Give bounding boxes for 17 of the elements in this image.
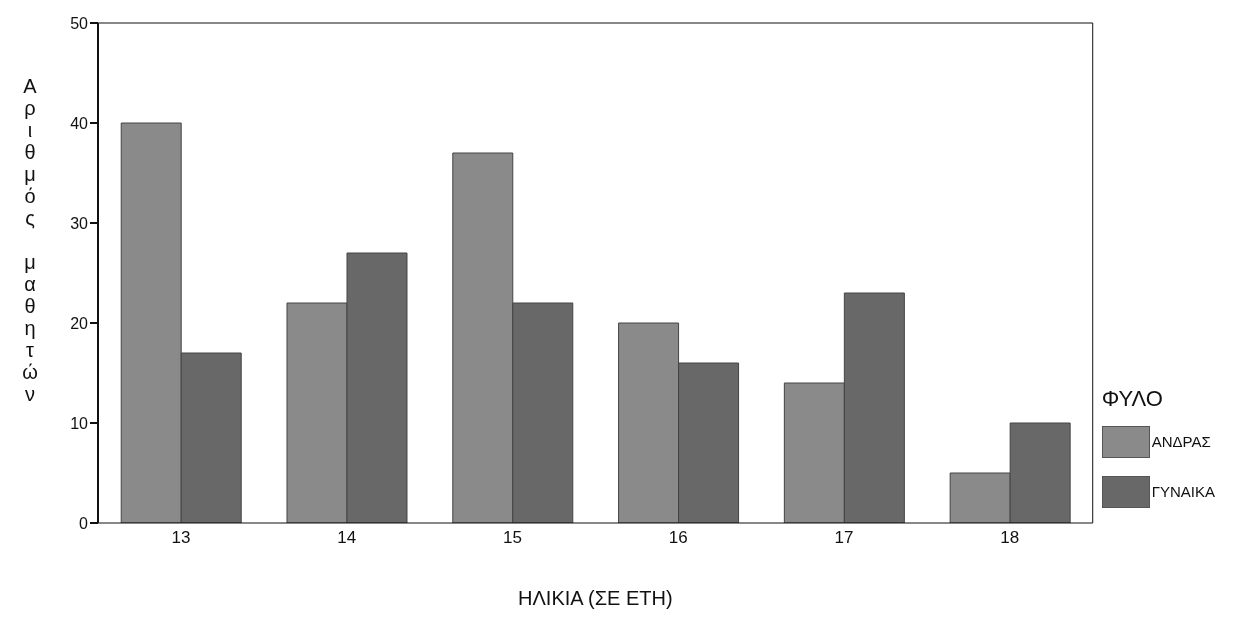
y-tick-label: 30 xyxy=(70,214,89,232)
text: Αριθμός μαθητών xyxy=(22,75,38,405)
y-tick-label: 40 xyxy=(70,114,89,132)
x-axis-title: ΗΛΙΚΙΑ (ΣΕ ΕΤΗ) xyxy=(518,587,673,609)
y-tick-label: 20 xyxy=(70,314,89,332)
x-tick-label: 18 xyxy=(1000,528,1020,548)
y-tick-label: 50 xyxy=(70,14,89,32)
x-tick-label: 13 xyxy=(171,528,191,548)
x-tick-label: 15 xyxy=(503,528,522,548)
x-tick-label: 16 xyxy=(668,528,688,548)
legend-title: ΦΥΛΟ xyxy=(1101,385,1164,412)
y-tick-label: 10 xyxy=(70,414,89,432)
legend-label: ΓΥΝΑΙΚΑ xyxy=(1151,483,1215,500)
x-tick-label: 14 xyxy=(337,528,357,548)
legend-label: ΑΝΔΡΑΣ xyxy=(1151,433,1211,450)
y-tick-label: 0 xyxy=(79,514,89,532)
x-tick-label: 17 xyxy=(834,528,854,548)
